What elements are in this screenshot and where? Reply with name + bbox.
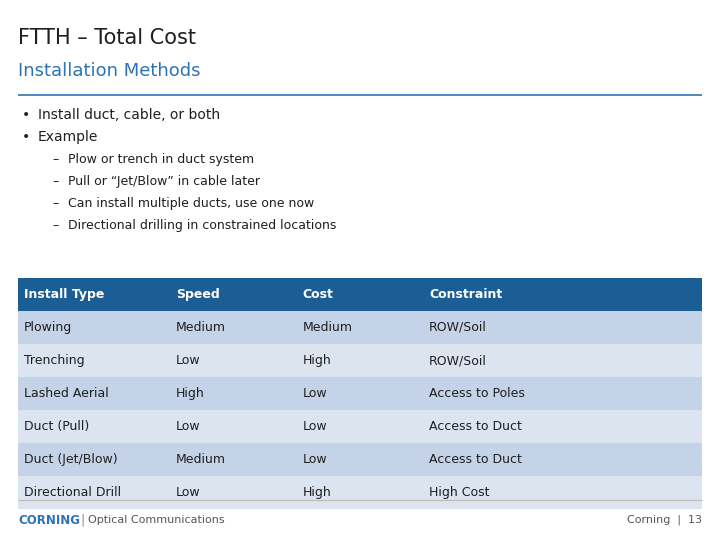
Bar <box>18 443 170 476</box>
Bar <box>170 344 297 377</box>
Bar <box>18 410 170 443</box>
Text: Access to Duct: Access to Duct <box>429 420 522 433</box>
Bar <box>423 410 702 443</box>
Text: Low: Low <box>302 453 327 466</box>
Bar <box>297 377 423 410</box>
Text: Plow or trench in duct system: Plow or trench in duct system <box>68 153 254 166</box>
Bar <box>18 344 170 377</box>
Text: High Cost: High Cost <box>429 486 490 499</box>
Text: Pull or “Jet/Blow” in cable later: Pull or “Jet/Blow” in cable later <box>68 175 260 188</box>
Text: Directional drilling in constrained locations: Directional drilling in constrained loca… <box>68 219 336 232</box>
Bar <box>297 278 423 311</box>
Bar <box>18 311 170 344</box>
Bar <box>297 476 423 509</box>
Bar <box>423 443 702 476</box>
Text: Duct (Jet/Blow): Duct (Jet/Blow) <box>24 453 117 466</box>
Bar <box>170 410 297 443</box>
Text: Constraint: Constraint <box>429 288 502 301</box>
Text: High: High <box>176 387 204 400</box>
Text: Cost: Cost <box>302 288 333 301</box>
Text: –: – <box>52 219 58 232</box>
Bar <box>297 443 423 476</box>
Text: •: • <box>22 108 30 122</box>
Text: Lashed Aerial: Lashed Aerial <box>24 387 109 400</box>
Text: Low: Low <box>176 420 200 433</box>
Text: Plowing: Plowing <box>24 321 72 334</box>
Bar <box>18 377 170 410</box>
Text: |: | <box>80 514 84 526</box>
Bar <box>423 344 702 377</box>
Text: Trenching: Trenching <box>24 354 85 367</box>
Text: Low: Low <box>302 420 327 433</box>
Bar <box>170 377 297 410</box>
Bar <box>423 278 702 311</box>
Bar <box>423 377 702 410</box>
Text: ROW/Soil: ROW/Soil <box>429 354 487 367</box>
Bar <box>170 278 297 311</box>
Bar <box>297 344 423 377</box>
Text: High: High <box>302 354 331 367</box>
Bar <box>297 311 423 344</box>
Text: Medium: Medium <box>302 321 352 334</box>
Bar <box>18 278 170 311</box>
Text: Corning  |  13: Corning | 13 <box>627 515 702 525</box>
Text: Optical Communications: Optical Communications <box>88 515 225 525</box>
Bar <box>170 476 297 509</box>
Text: Install duct, cable, or both: Install duct, cable, or both <box>38 108 220 122</box>
Text: Low: Low <box>302 387 327 400</box>
Text: Low: Low <box>176 486 200 499</box>
Bar <box>297 410 423 443</box>
Bar <box>170 311 297 344</box>
Text: Installation Methods: Installation Methods <box>18 62 200 80</box>
Text: Access to Duct: Access to Duct <box>429 453 522 466</box>
Text: Medium: Medium <box>176 321 226 334</box>
Text: High: High <box>302 486 331 499</box>
Text: Install Type: Install Type <box>24 288 104 301</box>
Text: Duct (Pull): Duct (Pull) <box>24 420 89 433</box>
Text: –: – <box>52 197 58 210</box>
Text: ROW/Soil: ROW/Soil <box>429 321 487 334</box>
Text: Example: Example <box>38 130 99 144</box>
Bar <box>423 311 702 344</box>
Text: Speed: Speed <box>176 288 220 301</box>
Bar <box>423 476 702 509</box>
Text: –: – <box>52 175 58 188</box>
Bar <box>170 443 297 476</box>
Text: Directional Drill: Directional Drill <box>24 486 121 499</box>
Text: FTTH – Total Cost: FTTH – Total Cost <box>18 28 196 48</box>
Text: Low: Low <box>176 354 200 367</box>
Text: Access to Poles: Access to Poles <box>429 387 525 400</box>
Text: •: • <box>22 130 30 144</box>
Text: Medium: Medium <box>176 453 226 466</box>
Text: Can install multiple ducts, use one now: Can install multiple ducts, use one now <box>68 197 314 210</box>
Bar <box>18 476 170 509</box>
Text: –: – <box>52 153 58 166</box>
Text: CORNING: CORNING <box>18 514 80 526</box>
